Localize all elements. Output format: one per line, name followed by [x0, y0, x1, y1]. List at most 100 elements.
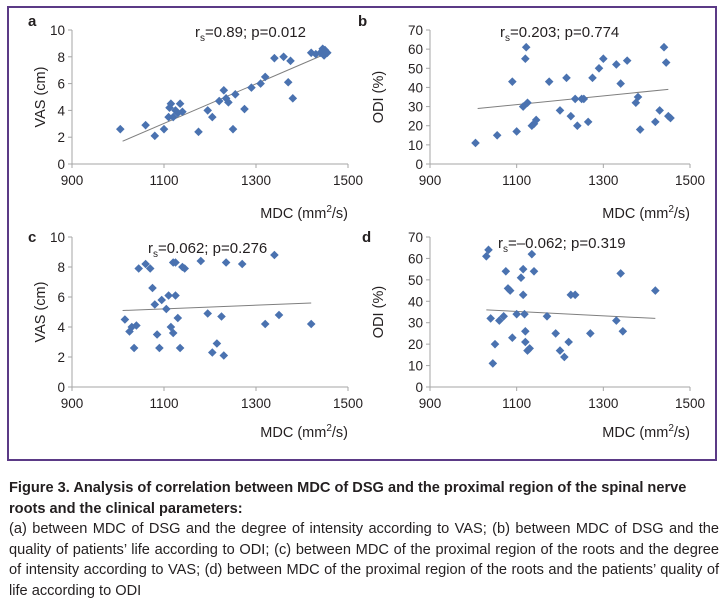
chart-a-panel-letter: a	[28, 13, 37, 30]
chart-b-point	[655, 106, 664, 115]
chart-b-point	[666, 113, 675, 123]
chart-d-point	[518, 290, 528, 300]
chart-d-y-tick-label: 50	[408, 273, 423, 288]
chart-c-point	[127, 322, 137, 332]
chart-a-point	[141, 120, 150, 130]
chart-b-y-tick-label: 10	[408, 138, 423, 153]
chart-a-y-label: VAS (cm)	[33, 67, 49, 128]
chart-d-y-tick-label: 10	[408, 359, 423, 374]
chart-c-point	[157, 295, 166, 305]
chart-c-point	[180, 264, 189, 273]
chart-b-point	[570, 94, 580, 104]
chart-d-point	[570, 290, 580, 300]
chart-c-point	[152, 330, 162, 339]
chart-d-point	[523, 346, 532, 355]
chart-d-point	[551, 329, 560, 338]
figure-caption: Figure 3. Analysis of correlation betwee…	[9, 478, 719, 601]
chart-d-x-tick-label: 900	[419, 396, 442, 411]
chart-a-y-tick-label: 2	[57, 130, 65, 145]
chart-b-x-label: MDC (mm2/s)	[602, 204, 690, 222]
chart-c-x-tick-label: 1300	[241, 396, 271, 411]
chart-b-point	[599, 54, 608, 64]
chart-b-point	[544, 77, 554, 86]
chart-c-x-tick-label: 900	[61, 396, 84, 411]
chart-c-point	[212, 339, 222, 348]
chart-c-point	[129, 343, 139, 353]
chart-c-point	[171, 258, 180, 267]
chart-d-point	[512, 309, 521, 319]
chart-d-point	[566, 290, 576, 300]
chart-a-point	[260, 72, 270, 82]
chart-c-point	[274, 310, 284, 320]
chart-d-trendline	[486, 309, 656, 319]
chart-d-point	[486, 314, 495, 323]
caption-body: (a) between MDC of DSG and the degree of…	[9, 521, 719, 599]
chart-a-point	[173, 108, 183, 118]
chart-d-point	[527, 249, 537, 259]
chart-d-point	[542, 311, 552, 321]
chart-d-point	[618, 326, 628, 336]
chart-c-panel-letter: c	[28, 229, 36, 246]
chart-c-x-tick-label: 1500	[333, 396, 363, 411]
chart-a-x-label: MDC (mm2/s)	[260, 204, 348, 222]
chart-c-y-tick-label: 2	[57, 350, 65, 365]
chart-c-annotation: rs=0.062; p=0.276	[148, 240, 267, 260]
chart-d-point	[499, 311, 508, 321]
chart-a-point	[311, 49, 321, 59]
chart-a-point	[203, 106, 212, 115]
chart-d-point	[586, 329, 595, 338]
chart-d-y-tick-label: 20	[408, 337, 423, 352]
chart-c-point	[221, 258, 231, 267]
chart-a-point	[164, 112, 173, 122]
chart-d-point	[518, 264, 528, 274]
chart-d-point	[651, 286, 660, 295]
chart-c-point	[162, 304, 171, 314]
chart-b-point	[508, 77, 517, 86]
chart-d-point	[501, 266, 511, 276]
chart-b-point	[521, 42, 531, 52]
chart-d-point	[495, 316, 504, 325]
chart-a-x-tick-label: 1500	[333, 173, 363, 188]
chart-c-point	[171, 291, 180, 300]
chart-a-y-tick-label: 10	[50, 23, 65, 38]
chart-d-y-tick-label: 40	[408, 294, 423, 309]
chart-c-trendline	[122, 302, 312, 311]
chart-c-point	[164, 291, 173, 300]
chart-d-point	[529, 266, 539, 276]
chart-b-point	[612, 60, 621, 69]
chart-b-point	[594, 63, 604, 73]
chart-b-point	[555, 106, 565, 115]
chart-b-point	[521, 54, 530, 64]
chart-c-point	[132, 321, 141, 330]
chart-a-point	[283, 77, 293, 87]
chart-d-point	[521, 326, 530, 336]
chart-a-point	[159, 124, 169, 134]
chart-a-y-tick-label: 4	[57, 103, 65, 118]
chart-panel-c: 0 2 4 6 8 10 900 1100 1300 1500 c rs=0.062; p=0.276…	[28, 229, 363, 441]
chart-a-point	[256, 79, 265, 88]
chart-panel-d: 0 10 20 30 40 50 60 70 900 1100 1300 1500 d rs=–0.062…	[362, 229, 705, 441]
chart-c-point	[306, 319, 316, 329]
chart-a-point	[194, 127, 203, 137]
chart-a-y-tick-label: 6	[57, 77, 65, 92]
chart-c-y-tick-label: 10	[50, 230, 65, 245]
chart-c-point	[173, 313, 183, 323]
chart-d-point	[612, 316, 621, 325]
chart-d-y-tick-label: 30	[408, 316, 423, 331]
chart-d-point	[488, 359, 498, 368]
chart-d-point	[516, 273, 526, 283]
chart-b-point	[579, 94, 589, 104]
chart-a-point	[288, 94, 298, 103]
chart-a-point	[323, 48, 332, 58]
chart-d-point	[521, 337, 530, 347]
chart-b-point	[635, 125, 645, 134]
chart-d-point	[564, 337, 573, 347]
chart-b-point	[622, 56, 632, 65]
chart-d-x-tick-label: 1300	[588, 396, 618, 411]
chart-d-point	[560, 352, 569, 362]
chart-a-point	[286, 56, 295, 66]
chart-b-annotation: rs=0.203; p=0.774	[500, 24, 619, 44]
chart-d-point	[505, 286, 515, 295]
chart-a-point	[228, 124, 238, 134]
chart-b-x-tick-label: 900	[419, 173, 442, 188]
